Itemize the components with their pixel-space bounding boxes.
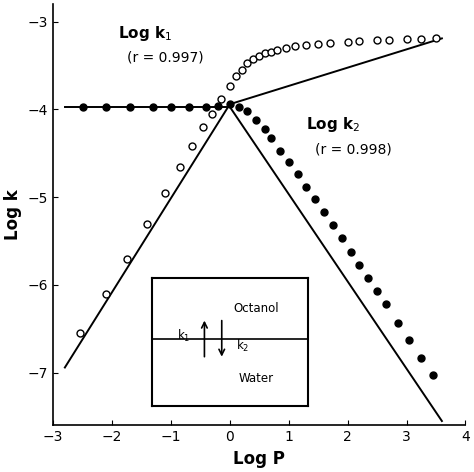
Text: Log k$_1$: Log k$_1$	[118, 24, 173, 42]
X-axis label: Log P: Log P	[233, 450, 285, 468]
Text: (r = 0.997): (r = 0.997)	[127, 50, 203, 64]
Text: (r = 0.998): (r = 0.998)	[315, 143, 392, 156]
Y-axis label: Log k: Log k	[4, 189, 22, 240]
Text: Log k$_2$: Log k$_2$	[306, 115, 361, 134]
